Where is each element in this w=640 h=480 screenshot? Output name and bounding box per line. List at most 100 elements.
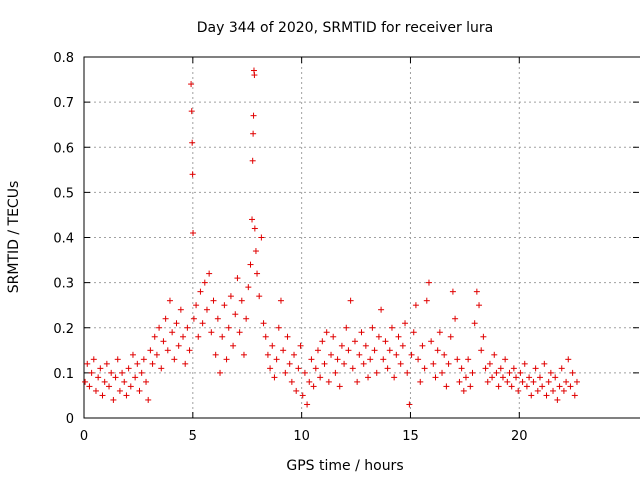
y-tick-label: 0.1: [53, 367, 74, 382]
data-point: [134, 360, 141, 367]
data-point: [321, 360, 328, 367]
data-point: [288, 378, 295, 385]
data-point: [162, 315, 169, 322]
data-point: [567, 383, 574, 390]
y-tick-label: 0.3: [53, 277, 74, 292]
y-tick-label: 0.5: [53, 186, 74, 201]
data-point: [260, 320, 267, 327]
data-point: [563, 378, 570, 385]
data-point: [103, 360, 110, 367]
data-point: [250, 112, 257, 119]
data-point: [145, 396, 152, 403]
data-point: [254, 270, 261, 277]
data-point: [158, 365, 165, 372]
data-point: [415, 356, 422, 363]
data-point: [338, 342, 345, 349]
data-point: [386, 347, 393, 354]
data-point: [436, 329, 443, 336]
data-point: [284, 333, 291, 340]
data-point: [449, 288, 456, 295]
data-point: [277, 297, 284, 304]
data-point: [190, 315, 197, 322]
data-point: [123, 392, 130, 399]
data-point: [127, 383, 134, 390]
data-point: [275, 324, 282, 331]
data-point: [412, 302, 419, 309]
data-point: [247, 261, 254, 268]
data-point: [252, 248, 259, 255]
y-tick-label: 0: [66, 412, 74, 427]
data-point: [108, 369, 115, 376]
data-point: [267, 365, 274, 372]
data-point: [245, 284, 252, 291]
data-point: [388, 324, 395, 331]
data-point: [84, 360, 91, 367]
data-point: [334, 356, 341, 363]
data-point: [140, 356, 147, 363]
data-point: [304, 401, 311, 408]
data-point: [188, 81, 195, 88]
data-point: [467, 383, 474, 390]
data-point: [473, 288, 480, 295]
grid-layer: [84, 57, 639, 418]
data-point: [143, 378, 150, 385]
data-point: [184, 324, 191, 331]
data-point: [223, 356, 230, 363]
data-point: [351, 338, 358, 345]
data-point: [212, 351, 219, 358]
data-point: [543, 392, 550, 399]
data-point: [343, 324, 350, 331]
data-point: [428, 338, 435, 345]
data-point: [325, 378, 332, 385]
y-axis-label: SRMTID / TECUs: [6, 181, 22, 294]
y-tick-label: 0.8: [53, 51, 74, 66]
data-point: [417, 378, 424, 385]
data-point: [236, 329, 243, 336]
data-point: [378, 306, 385, 313]
data-point: [380, 356, 387, 363]
data-point: [506, 369, 513, 376]
data-point: [425, 279, 432, 286]
data-point: [534, 387, 541, 394]
y-tick-label: 0.2: [53, 322, 74, 337]
data-point: [384, 365, 391, 372]
data-point: [189, 171, 196, 178]
data-point: [458, 365, 465, 372]
data-point: [439, 369, 446, 376]
data-point: [119, 369, 126, 376]
data-point: [256, 293, 263, 300]
data-point: [515, 387, 522, 394]
data-point: [495, 383, 502, 390]
data-point: [138, 369, 145, 376]
y-tick-label: 0.7: [53, 96, 74, 111]
data-point: [264, 351, 271, 358]
data-point: [282, 369, 289, 376]
data-point: [210, 297, 217, 304]
data-point: [462, 374, 469, 381]
data-point: [358, 329, 365, 336]
data-point: [484, 378, 491, 385]
data-point: [314, 347, 321, 354]
data-point: [227, 293, 234, 300]
y-tick-label: 0.4: [53, 232, 74, 247]
data-point: [132, 374, 139, 381]
data-point: [521, 360, 528, 367]
data-point: [221, 302, 228, 309]
data-points: [82, 67, 580, 408]
x-tick-label: 10: [293, 429, 310, 444]
data-point: [478, 347, 485, 354]
y-tick-label: 0.6: [53, 141, 74, 156]
data-point: [513, 374, 520, 381]
data-point: [571, 392, 578, 399]
data-point: [151, 333, 158, 340]
data-point: [552, 374, 559, 381]
data-point: [306, 378, 313, 385]
data-point: [510, 365, 517, 372]
data-point: [214, 315, 221, 322]
data-point: [393, 351, 400, 358]
data-point: [203, 306, 210, 313]
data-point: [443, 383, 450, 390]
data-point: [190, 229, 197, 236]
data-point: [454, 356, 461, 363]
data-point: [225, 324, 232, 331]
